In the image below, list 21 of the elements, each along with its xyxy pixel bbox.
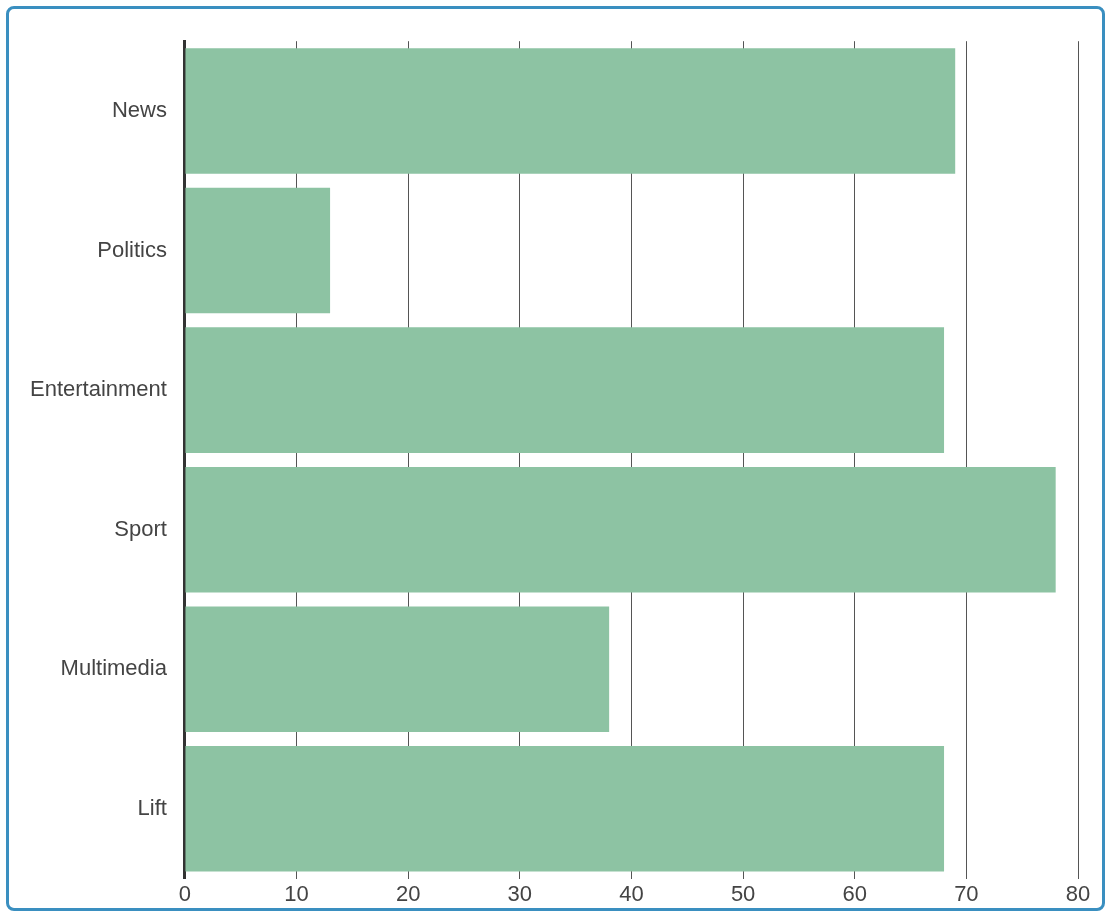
- y-tick-label: Politics: [97, 236, 167, 262]
- y-tick-label: Lift: [137, 794, 167, 820]
- x-tick-label: 60: [842, 880, 867, 906]
- y-tick-label: Multimedia: [60, 655, 168, 681]
- bar: [185, 327, 945, 453]
- x-tick-label: 0: [178, 880, 192, 906]
- x-tick-label: 40: [619, 880, 644, 906]
- y-tick-label: Entertainment: [29, 376, 167, 402]
- bar: [185, 48, 956, 174]
- x-tick-label: 30: [507, 880, 533, 906]
- y-tick-label: News: [111, 97, 167, 123]
- bar: [185, 606, 610, 733]
- x-tick-label: 50: [730, 880, 756, 906]
- x-tick-label: 10: [284, 880, 309, 906]
- bar: [185, 466, 1056, 593]
- y-tick-label: Sport: [114, 515, 167, 541]
- bar: [185, 746, 945, 872]
- x-tick-label: 20: [395, 880, 421, 906]
- x-tick-label: 80: [1065, 880, 1091, 906]
- bar: [185, 187, 331, 314]
- x-tick-label: 70: [954, 880, 979, 906]
